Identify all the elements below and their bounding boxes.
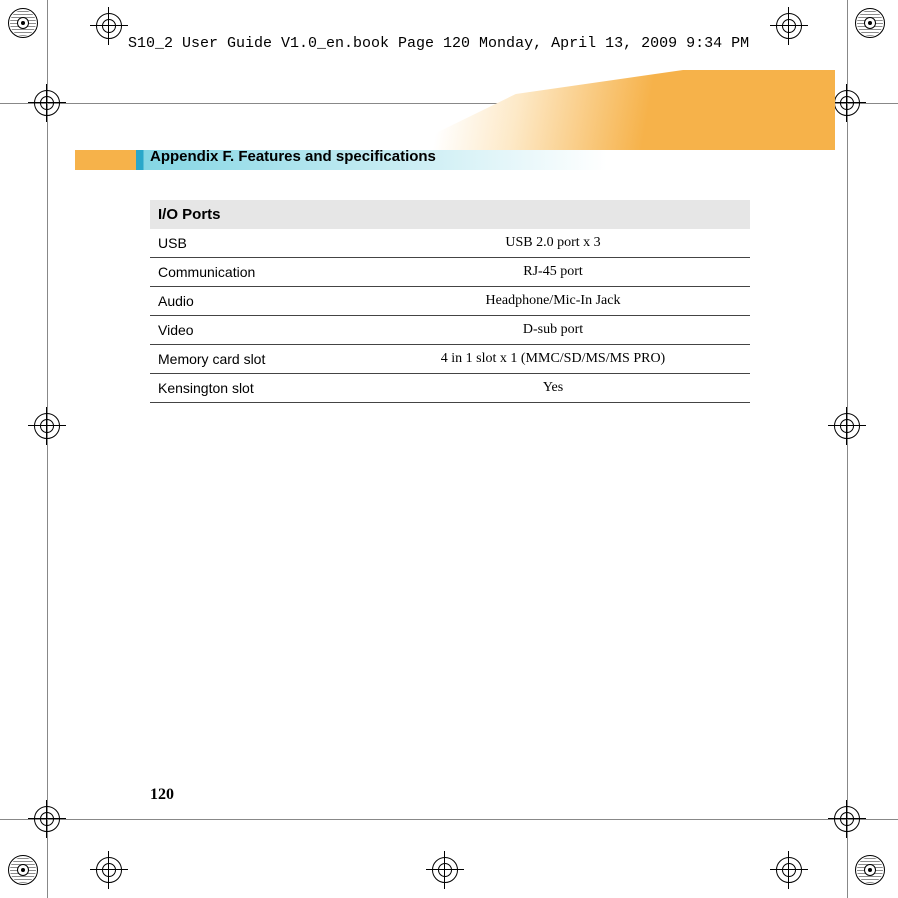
crosshair-mark-icon xyxy=(96,13,122,39)
io-ports-table: I/O Ports USBUSB 2.0 port x 3Communicati… xyxy=(150,200,750,403)
crosshair-mark-icon xyxy=(34,90,60,116)
spec-value: USB 2.0 port x 3 xyxy=(356,229,750,258)
table-row: AudioHeadphone/Mic-In Jack xyxy=(150,287,750,316)
registration-mark-icon xyxy=(855,8,885,38)
table-header: I/O Ports xyxy=(150,200,750,229)
doc-meta-line: S10_2 User Guide V1.0_en.book Page 120 M… xyxy=(128,35,749,52)
page-number: 120 xyxy=(150,786,174,804)
crosshair-mark-icon xyxy=(776,857,802,883)
crop-line-bottom xyxy=(0,819,898,820)
crosshair-mark-icon xyxy=(834,413,860,439)
spec-value: D-sub port xyxy=(356,316,750,345)
spec-label: Kensington slot xyxy=(150,374,356,403)
table-row: USBUSB 2.0 port x 3 xyxy=(150,229,750,258)
spec-label: Memory card slot xyxy=(150,345,356,374)
spec-value: RJ-45 port xyxy=(356,258,750,287)
table-row: Kensington slotYes xyxy=(150,374,750,403)
registration-mark-icon xyxy=(8,855,38,885)
crosshair-mark-icon xyxy=(96,857,122,883)
spec-label: USB xyxy=(150,229,356,258)
table-row: CommunicationRJ-45 port xyxy=(150,258,750,287)
crop-line-right xyxy=(847,0,848,898)
crosshair-mark-icon xyxy=(776,13,802,39)
crosshair-mark-icon xyxy=(834,90,860,116)
registration-mark-icon xyxy=(855,855,885,885)
spec-value: Yes xyxy=(356,374,750,403)
crosshair-mark-icon xyxy=(432,857,458,883)
section-title: Appendix F. Features and specifications xyxy=(150,148,436,165)
spec-label: Communication xyxy=(150,258,356,287)
crosshair-mark-icon xyxy=(834,806,860,832)
spec-value: Headphone/Mic-In Jack xyxy=(356,287,750,316)
spec-label: Audio xyxy=(150,287,356,316)
registration-mark-icon xyxy=(8,8,38,38)
crosshair-mark-icon xyxy=(34,806,60,832)
crop-line-left xyxy=(47,0,48,898)
header-gradient xyxy=(75,70,835,150)
spec-label: Video xyxy=(150,316,356,345)
spec-value: 4 in 1 slot x 1 (MMC/SD/MS/MS PRO) xyxy=(356,345,750,374)
crosshair-mark-icon xyxy=(34,413,60,439)
table-row: Memory card slot4 in 1 slot x 1 (MMC/SD/… xyxy=(150,345,750,374)
table-row: VideoD-sub port xyxy=(150,316,750,345)
